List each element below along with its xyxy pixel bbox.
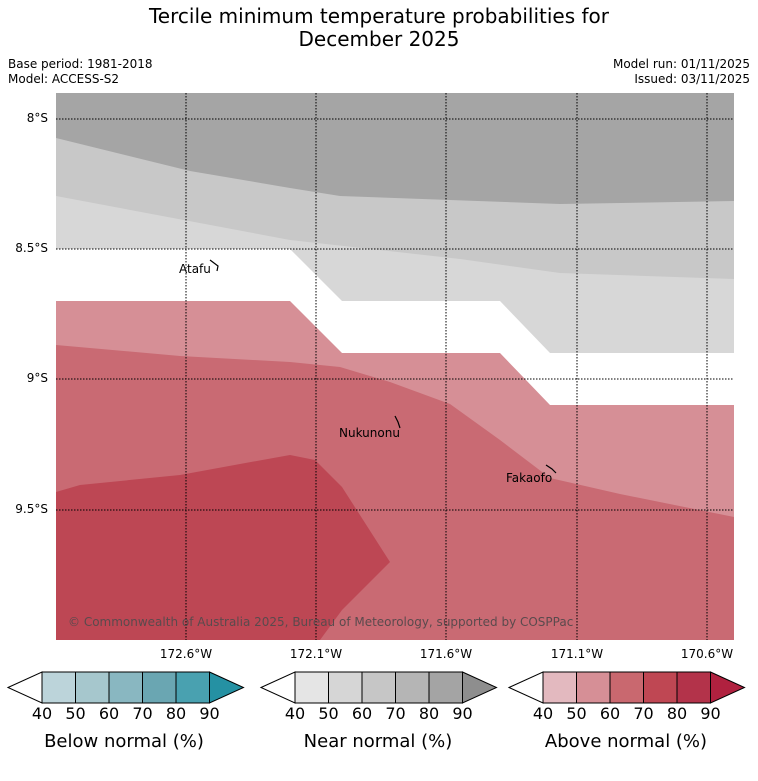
map-title: Tercile minimum temperature probabilitie… [0, 5, 758, 51]
tick-90: 90 [700, 704, 721, 723]
lon-label-172-1w: 172.1°W [289, 647, 343, 661]
issued-date: Issued: 03/11/2025 [634, 72, 750, 86]
colorbar-high-extend [209, 671, 245, 704]
model-run: Model run: 01/11/2025 [612, 57, 750, 71]
colorbar-above-label: Above normal (%) [544, 731, 708, 752]
colorbar-below-normal [6, 671, 245, 704]
colorbar-segment [676, 671, 711, 704]
tick-60: 60 [351, 704, 373, 723]
lat-label-8s: 8°S [26, 111, 48, 125]
colorbar-high-extend [710, 671, 746, 704]
colorbar-segment [294, 671, 329, 704]
lon-label-171-6w: 171.6°W [419, 647, 473, 661]
near-normal-70-region [56, 93, 734, 204]
colorbar-near-normal [259, 671, 498, 704]
title-line-1: Tercile minimum temperature probabilitie… [148, 4, 610, 28]
colorbar-low-extend [259, 671, 296, 704]
lat-label-8-5s: 8.5°S [15, 241, 48, 255]
tick-80: 80 [165, 704, 187, 723]
nukunonu-coastline [394, 415, 401, 429]
colorbar-segment [108, 671, 143, 704]
colorbar-above-normal [507, 671, 746, 704]
place-label-nukunonu: Nukunonu [339, 426, 400, 440]
tick-40: 40 [532, 704, 554, 723]
tick-70: 70 [633, 704, 654, 723]
tick-50: 50 [566, 704, 587, 723]
colorbar-segment [142, 671, 177, 704]
place-label-fakaofo: Fakaofo [506, 471, 552, 485]
colorbar-segment [328, 671, 363, 704]
lat-label-9s: 9°S [26, 371, 48, 385]
colorbar-segment [361, 671, 396, 704]
colorbar-segment [428, 671, 463, 704]
lat-label-9-5s: 9.5°S [15, 502, 48, 516]
tick-70: 70 [385, 704, 406, 723]
fakaofo-coastline [545, 464, 557, 474]
graticule [56, 93, 734, 640]
colorbar-segment [576, 671, 611, 704]
tick-60: 60 [599, 704, 621, 723]
tick-90: 90 [199, 704, 220, 723]
coastlines [209, 259, 557, 474]
atafu-coastline [209, 259, 219, 272]
tick-40: 40 [31, 704, 53, 723]
tick-50: 50 [65, 704, 86, 723]
tick-60: 60 [98, 704, 120, 723]
lon-label-170-6w: 170.6°W [680, 647, 734, 661]
colorbar-segment [175, 671, 210, 704]
colorbar-segment [75, 671, 110, 704]
tick-40: 40 [284, 704, 306, 723]
tick-50: 50 [318, 704, 339, 723]
tick-70: 70 [132, 704, 153, 723]
colorbar-segment [41, 671, 76, 704]
colorbar-segment [609, 671, 644, 704]
colorbar-high-extend [462, 671, 498, 704]
colorbar-segment [542, 671, 577, 704]
copyright-notice: © Commonwealth of Australia 2025, Bureau… [68, 615, 573, 629]
model-name: Model: ACCESS-S2 [8, 72, 120, 86]
lon-label-171-1w: 171.1°W [550, 647, 604, 661]
colorbar-segment [395, 671, 430, 704]
tick-80: 80 [666, 704, 688, 723]
colorbar-below-label: Below normal (%) [44, 731, 204, 752]
tick-80: 80 [418, 704, 440, 723]
colorbar-low-extend [6, 671, 43, 704]
base-period: Base period: 1981-2018 [8, 57, 153, 71]
colorbar-segment [643, 671, 678, 704]
metadata-right: Model run: 01/11/2025 Issued: 03/11/2025 [613, 57, 750, 87]
colorbar-low-extend [507, 671, 544, 704]
colorbar-near-label: Near normal (%) [303, 731, 453, 752]
tick-90: 90 [452, 704, 473, 723]
metadata-left: Base period: 1981-2018 Model: ACCESS-S2 [8, 57, 153, 87]
place-label-atafu: Atafu [179, 262, 211, 276]
title-line-2: December 2025 [298, 27, 460, 51]
lon-label-172-6w: 172.6°W [159, 647, 213, 661]
above-normal-70-region [56, 455, 390, 640]
